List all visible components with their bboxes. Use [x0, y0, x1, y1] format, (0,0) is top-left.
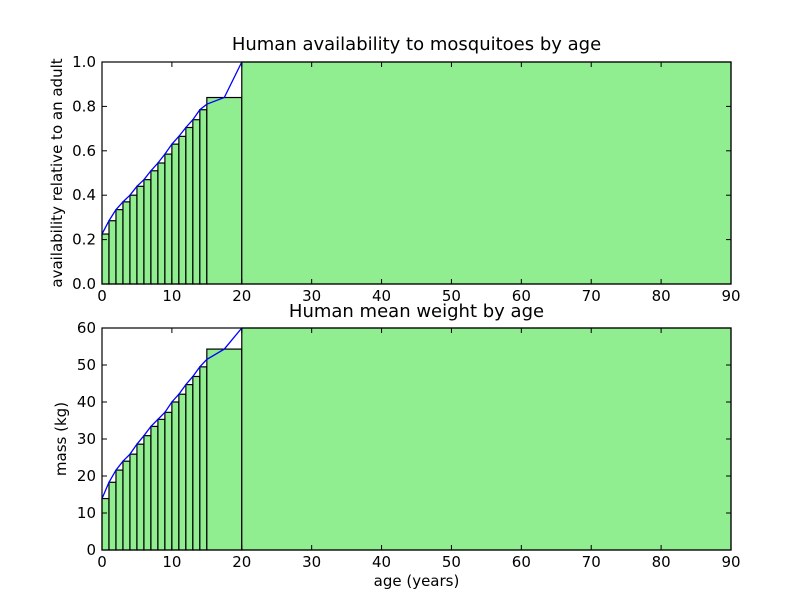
weight-chart-title: Human mean weight by age — [289, 301, 544, 322]
availability-x-tick-label: 90 — [721, 287, 740, 305]
availability-bar — [122, 201, 131, 285]
weight-y-tick-label: 30 — [77, 430, 96, 448]
weight-bar — [192, 375, 201, 551]
availability-x-tick-label: 80 — [652, 287, 671, 305]
availability-bar — [178, 135, 187, 285]
availability-y-tick-label: 0.0 — [72, 275, 96, 293]
weight-bar — [206, 348, 243, 551]
availability-x-tick-label: 40 — [372, 287, 391, 305]
weight-bar — [185, 384, 194, 551]
availability-x-tick-label: 0 — [97, 287, 107, 305]
availability-axes-frame — [101, 61, 732, 285]
weight-bar — [164, 411, 173, 551]
weight-bar — [115, 469, 124, 551]
availability-bar — [101, 233, 110, 285]
weight-x-tick-label: 0 — [97, 553, 107, 571]
availability-bar — [241, 61, 732, 285]
availability-bar — [136, 185, 145, 285]
weight-x-tick-label: 20 — [232, 553, 251, 571]
weight-y-tick-label: 60 — [77, 319, 96, 337]
weight-bar — [241, 327, 732, 551]
availability-chart: Human availability to mosquitoes by age … — [48, 34, 741, 305]
availability-bar — [199, 109, 208, 285]
weight-bar — [136, 443, 145, 551]
availability-x-tick-label: 70 — [582, 287, 601, 305]
weight-x-tick-label: 60 — [512, 553, 531, 571]
weight-y-tick-label: 0 — [86, 541, 96, 559]
availability-y-tick-label: 0.4 — [72, 186, 96, 204]
weight-bar — [157, 418, 166, 551]
weight-bar — [150, 425, 159, 551]
availability-y-tick-label: 0.2 — [72, 231, 96, 249]
availability-y-axis-label: availability relative to an adult — [48, 58, 66, 287]
weight-x-tick-label: 30 — [302, 553, 321, 571]
availability-bar — [157, 162, 166, 285]
weight-x-axis-label: age (years) — [374, 572, 460, 590]
weight-x-tick-label: 10 — [162, 553, 181, 571]
availability-bar — [150, 170, 159, 285]
availability-plot-area: 0 10 20 30 40 50 60 70 80 90 0.0 0.2 0.4 0.6 0.8 1.0 — [72, 53, 740, 305]
weight-plot-area: 0 10 20 30 40 50 60 70 80 90 0 10 20 30 40 50 60 — [77, 319, 741, 571]
availability-y-tick-label: 0.8 — [72, 97, 96, 115]
availability-x-tick-label: 20 — [232, 287, 251, 305]
availability-x-tick-label: 10 — [162, 287, 181, 305]
availability-bar — [171, 143, 180, 285]
weight-y-tick-label: 40 — [77, 393, 96, 411]
availability-bar — [115, 209, 124, 285]
weight-bar — [171, 401, 180, 551]
availability-x-tick-label: 60 — [512, 287, 531, 305]
weight-x-tick-label: 70 — [582, 553, 601, 571]
availability-bar — [206, 96, 243, 285]
availability-chart-title: Human availability to mosquitoes by age — [232, 34, 601, 55]
weight-series-line — [101, 327, 243, 499]
weight-bar — [143, 435, 152, 551]
weight-bar — [122, 460, 131, 551]
availability-bar — [185, 126, 194, 285]
weight-x-tick-label: 80 — [652, 553, 671, 571]
availability-bar — [129, 194, 138, 285]
weight-y-axis-label: mass (kg) — [52, 402, 70, 476]
availability-bar — [143, 179, 152, 285]
weight-x-tick-label: 40 — [372, 553, 391, 571]
availability-x-tick-label: 30 — [302, 287, 321, 305]
availability-x-tick-label: 50 — [442, 287, 461, 305]
availability-y-tick-label: 0.6 — [72, 142, 96, 160]
weight-bar — [129, 453, 138, 551]
weight-bar — [108, 481, 117, 551]
weight-y-tick-label: 10 — [77, 504, 96, 522]
availability-bar — [108, 220, 117, 285]
availability-series-line — [101, 61, 243, 235]
weight-y-tick-label: 50 — [77, 356, 96, 374]
weight-chart: Human mean weight by age 0 10 20 30 40 50 60 70… — [52, 301, 741, 590]
weight-x-tick-label: 50 — [442, 553, 461, 571]
weight-y-tick-label: 20 — [77, 467, 96, 485]
availability-bar — [192, 119, 201, 285]
weight-bar — [178, 393, 187, 551]
availability-y-tick-label: 1.0 — [72, 53, 96, 71]
availability-bar — [164, 153, 173, 285]
weight-x-tick-label: 90 — [721, 553, 740, 571]
weight-bar — [101, 497, 110, 551]
weight-bar — [199, 366, 208, 551]
